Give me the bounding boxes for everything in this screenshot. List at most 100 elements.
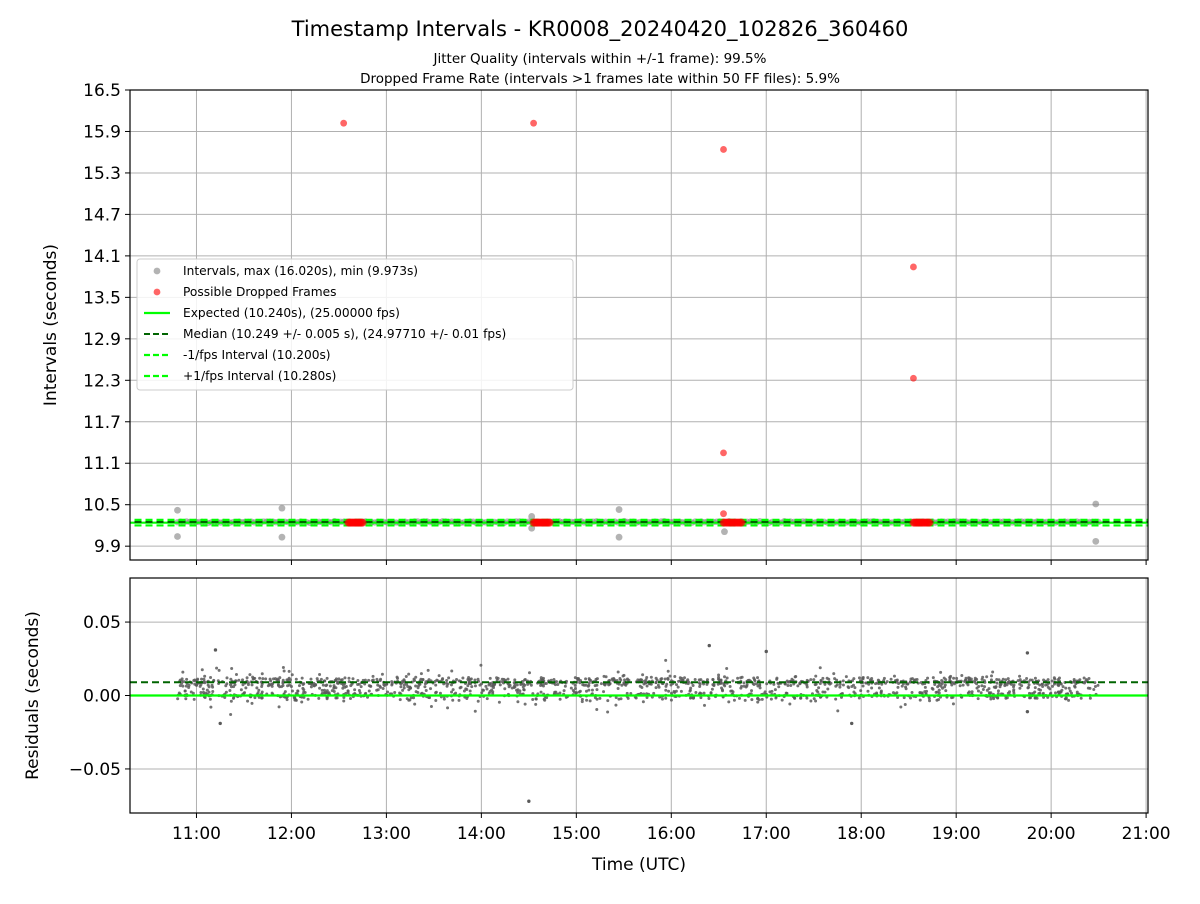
residual-point: [242, 692, 246, 696]
residual-point: [468, 689, 472, 693]
legend-label: Possible Dropped Frames: [183, 285, 336, 299]
residual-point: [657, 685, 661, 689]
residual-point: [973, 678, 977, 682]
residual-point: [996, 696, 1000, 700]
legend-label: Expected (10.240s), (25.00000 fps): [183, 306, 400, 320]
residual-point: [515, 683, 519, 687]
residual-point: [330, 689, 334, 693]
residual-point: [994, 685, 998, 689]
residual-point: [393, 690, 397, 694]
residual-point: [1067, 686, 1071, 690]
residual-point: [457, 698, 461, 702]
residual-point: [207, 685, 211, 689]
residual-point: [952, 676, 956, 680]
residual-point: [1082, 676, 1086, 680]
residual-point: [290, 673, 294, 677]
residual-point: [933, 682, 937, 686]
residual-outlier-point: [1025, 651, 1030, 655]
residual-point: [1026, 685, 1030, 689]
residual-point: [644, 681, 648, 685]
residual-point: [405, 697, 409, 701]
residual-point: [616, 686, 620, 690]
residual-point: [257, 688, 261, 692]
residual-point: [937, 691, 941, 695]
residual-point: [699, 692, 703, 696]
residual-point: [481, 688, 485, 692]
residual-point: [407, 688, 411, 692]
residual-point: [847, 686, 851, 690]
xtick-label: 20:00: [1027, 824, 1076, 844]
residual-point: [688, 689, 692, 693]
residual-point: [654, 686, 658, 690]
xtick-label: 16:00: [647, 824, 696, 844]
residual-point: [495, 676, 499, 680]
residual-point: [409, 696, 413, 700]
dropped-cluster-point: [737, 518, 746, 527]
dropped-cluster-point: [545, 518, 554, 527]
residual-point: [347, 676, 351, 680]
residual-point: [350, 682, 354, 686]
residual-point: [424, 689, 428, 693]
residual-point: [931, 676, 935, 680]
residual-point: [558, 691, 562, 695]
residual-point: [835, 678, 839, 682]
residual-point: [1033, 676, 1037, 680]
residual-point: [1058, 690, 1062, 694]
residual-outlier-point: [850, 721, 854, 726]
residual-point: [939, 670, 943, 674]
residual-point: [522, 688, 526, 692]
residual-point: [698, 684, 702, 688]
residual-point: [309, 677, 313, 681]
residual-point: [660, 697, 664, 701]
residual-point: [447, 676, 451, 680]
residual-point: [841, 679, 845, 683]
residual-point: [1086, 686, 1090, 690]
residual-point: [652, 691, 656, 695]
residual-point: [325, 695, 329, 699]
residual-point: [294, 698, 298, 702]
residual-point: [990, 674, 994, 678]
residual-point: [414, 690, 418, 694]
residual-point: [192, 697, 196, 701]
residual-point: [786, 684, 790, 688]
residual-point: [284, 695, 288, 699]
residual-point: [1005, 683, 1009, 687]
residual-point: [818, 681, 822, 685]
residual-point: [516, 688, 520, 692]
residual-point: [841, 683, 845, 687]
residual-point: [556, 682, 560, 686]
residual-point: [889, 677, 893, 681]
residual-point: [289, 685, 293, 689]
residual-point: [446, 706, 450, 710]
residual-point: [182, 680, 186, 684]
residual-point: [255, 686, 259, 690]
residual-point: [649, 682, 653, 686]
residual-point: [819, 678, 823, 682]
residual-point: [229, 699, 233, 703]
residual-point: [428, 696, 432, 700]
residual-point: [1004, 678, 1008, 682]
residual-point: [925, 689, 929, 693]
residual-point: [237, 678, 241, 682]
residual-point: [523, 683, 527, 687]
residual-point: [320, 688, 324, 692]
residual-point: [277, 678, 281, 682]
residual-point: [639, 678, 643, 682]
residual-point: [936, 698, 940, 702]
residual-point: [676, 685, 680, 689]
residual-point: [1048, 687, 1052, 691]
residual-point: [251, 675, 255, 679]
residual-point: [539, 690, 543, 694]
residual-point: [1087, 676, 1091, 680]
residual-point: [709, 691, 713, 695]
legend-marker: [153, 288, 161, 296]
residual-point: [641, 673, 645, 677]
residual-point: [234, 672, 238, 676]
residual-point: [891, 691, 895, 695]
residual-point: [826, 687, 830, 691]
xtick-label: 18:00: [837, 824, 886, 844]
residual-point: [918, 698, 922, 702]
residual-point: [673, 674, 677, 678]
residual-point: [306, 697, 310, 701]
residual-point: [479, 663, 483, 667]
